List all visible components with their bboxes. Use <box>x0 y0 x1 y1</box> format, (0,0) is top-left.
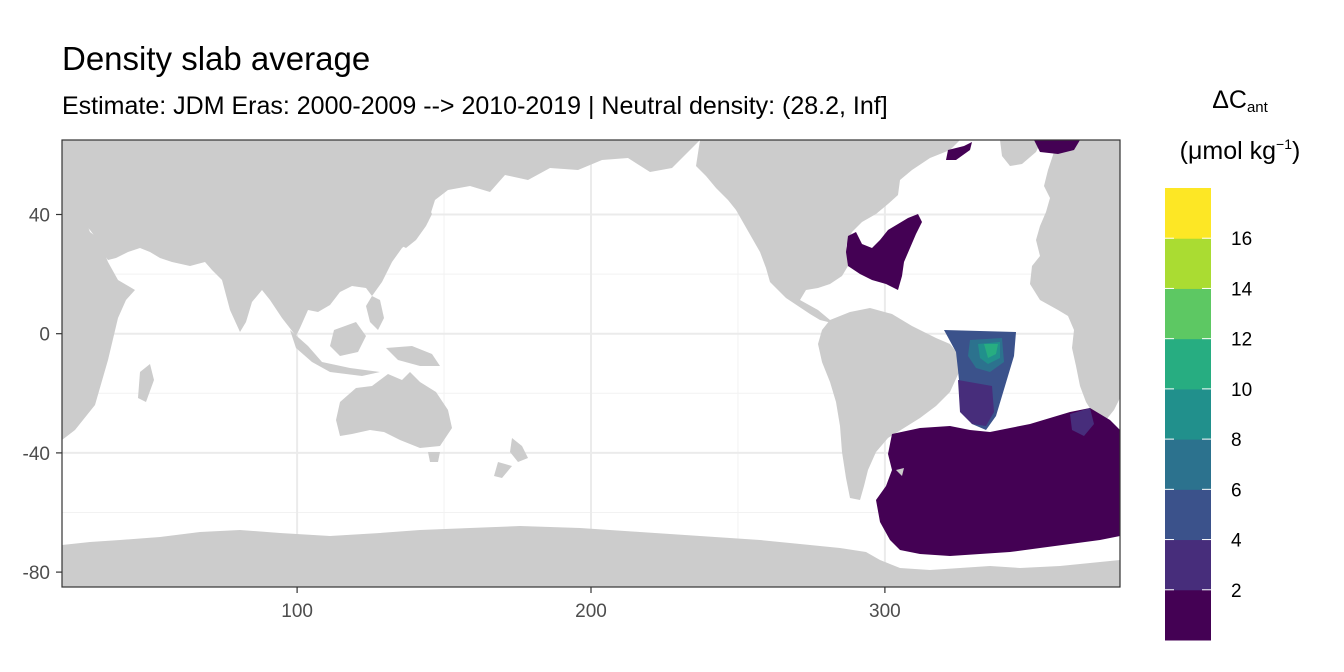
land-antarctica <box>62 526 1120 587</box>
y-axis: 40 0 -40 -80 <box>23 206 62 584</box>
x-tick-label: 200 <box>575 601 607 622</box>
legend-swatch <box>1165 539 1211 591</box>
chart-subtitle: Estimate: JDM Eras: 2000-2009 --> 2010-2… <box>62 92 888 120</box>
legend-swatch <box>1165 489 1211 541</box>
legend-swatch <box>1165 288 1211 340</box>
legend-title-symbol: ΔCant <box>1212 86 1268 116</box>
delta-cant-cells <box>846 140 1120 556</box>
land-australia <box>336 372 452 448</box>
cell-north-atlantic <box>846 214 922 290</box>
legend-swatch <box>1165 439 1211 490</box>
legend-break-label: 12 <box>1231 330 1252 351</box>
cell-nordic <box>946 142 972 160</box>
land-islands <box>896 468 904 476</box>
legend-break-label: 8 <box>1231 430 1242 451</box>
x-axis: 100 200 300 <box>281 587 901 622</box>
legend-break-label: 6 <box>1231 480 1242 501</box>
x-tick-label: 300 <box>869 601 901 622</box>
land-new-guinea <box>386 346 440 366</box>
chart-title: Density slab average <box>62 40 371 77</box>
land-south-georgia <box>896 468 904 476</box>
legend-break-label: 10 <box>1231 380 1252 401</box>
cell-arctic <box>1034 140 1080 154</box>
legend-break-label: 2 <box>1231 581 1242 602</box>
legend-title-unit: (μmol kg−1) <box>1179 136 1301 165</box>
legend-swatch <box>1165 589 1211 641</box>
x-tick-label: 100 <box>281 601 313 622</box>
cell-cape-basin <box>1070 408 1094 436</box>
cell-argentine-basin <box>958 380 994 426</box>
land-madagascar <box>138 364 154 402</box>
legend-break-label: 16 <box>1231 229 1252 250</box>
legend-swatch <box>1165 188 1211 239</box>
legend-labels: 2 4 6 8 10 12 14 16 <box>1231 229 1253 602</box>
legend-swatch <box>1165 338 1211 390</box>
y-tick-label: 40 <box>29 206 50 227</box>
land-eurasia <box>62 140 700 336</box>
land-japan <box>398 206 432 248</box>
y-tick-label: -40 <box>23 444 50 465</box>
legend-break-label: 14 <box>1231 279 1253 300</box>
y-tick-label: -80 <box>23 563 50 584</box>
land-greenland <box>1000 140 1042 166</box>
land-borneo <box>330 322 366 356</box>
cell-south-atlantic-core-3 <box>984 344 998 358</box>
land-new-zealand <box>494 438 528 478</box>
land-mask <box>62 140 1120 587</box>
legend-swatch <box>1165 388 1211 440</box>
land-philippines <box>366 296 384 330</box>
land-south-america <box>818 308 960 500</box>
land-north-america <box>696 140 960 324</box>
land-tasmania <box>428 452 440 462</box>
cell-southern-ocean <box>876 408 1120 556</box>
land-europe-africa-east-edge <box>1030 140 1120 420</box>
land-africa-west-edge <box>62 140 135 440</box>
y-tick-label: 0 <box>39 325 50 346</box>
legend-colorbar <box>1165 188 1211 641</box>
land-sumatra-java <box>290 330 380 376</box>
legend-break-label: 4 <box>1231 531 1242 552</box>
legend-swatch <box>1165 238 1211 289</box>
